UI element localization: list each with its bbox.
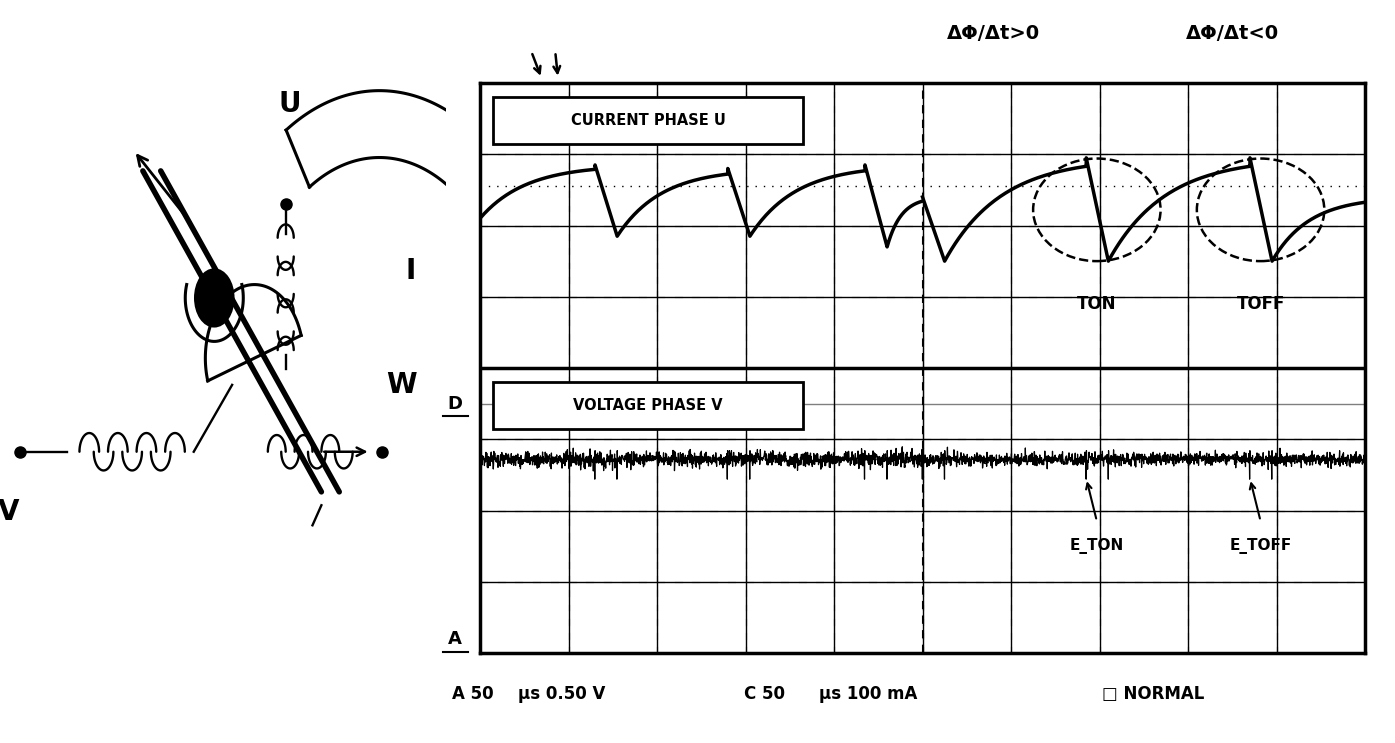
Text: C 50: C 50 (744, 685, 785, 704)
FancyBboxPatch shape (494, 97, 804, 143)
Text: D: D (448, 395, 463, 412)
Text: CURRENT PHASE U: CURRENT PHASE U (571, 112, 725, 128)
Text: U: U (279, 90, 301, 118)
Text: V: V (0, 498, 20, 526)
Text: E_TOFF: E_TOFF (1229, 538, 1292, 554)
Text: VOLTAGE PHASE V: VOLTAGE PHASE V (573, 398, 723, 412)
Text: E_TON: E_TON (1070, 538, 1124, 554)
Circle shape (195, 270, 233, 326)
Text: □ NORMAL: □ NORMAL (1102, 685, 1204, 704)
Text: I: I (406, 257, 416, 285)
Text: μs 100 mA: μs 100 mA (819, 685, 918, 704)
Text: TON: TON (1077, 295, 1116, 313)
FancyBboxPatch shape (494, 382, 804, 429)
Text: A 50: A 50 (452, 685, 494, 704)
Text: ΔΦ/Δt<0: ΔΦ/Δt<0 (1186, 24, 1279, 43)
Text: μs 0.50 V: μs 0.50 V (519, 685, 605, 704)
Text: ΔΦ/Δt>0: ΔΦ/Δt>0 (947, 24, 1039, 43)
Text: TOFF: TOFF (1236, 295, 1285, 313)
Text: W: W (386, 371, 417, 399)
Text: A: A (448, 630, 462, 648)
